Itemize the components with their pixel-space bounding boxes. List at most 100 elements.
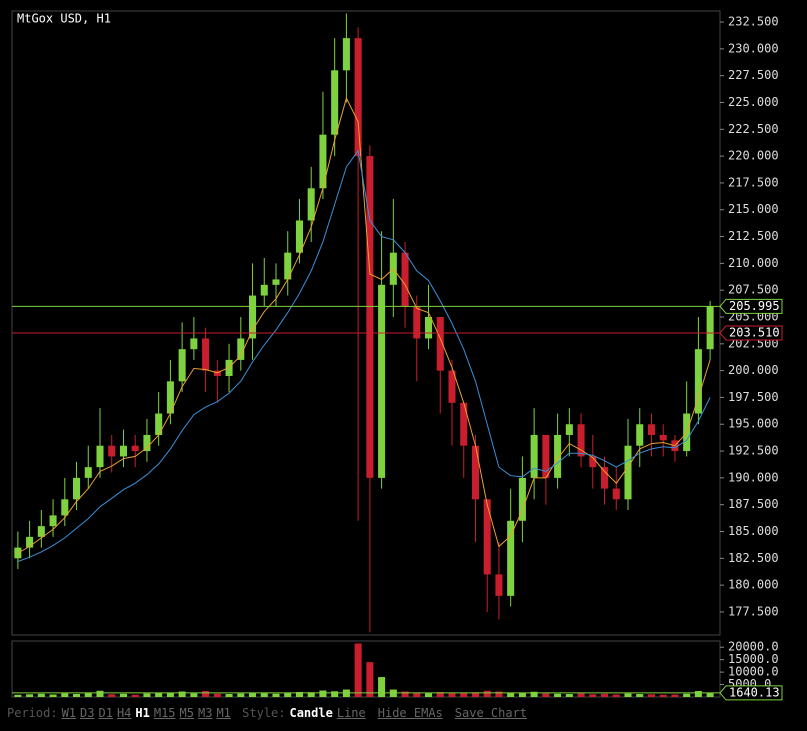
candle-body [272, 279, 280, 285]
nav-option[interactable]: W1 [61, 706, 77, 720]
candle-body [436, 316, 444, 371]
nav-option[interactable]: D3 [80, 706, 95, 720]
y-tick-label: 192.500 [728, 444, 779, 458]
volume-bar [495, 691, 503, 697]
nav-option[interactable]: Hide EMAs [377, 706, 443, 720]
candle-body [108, 445, 116, 457]
volume-bar [436, 692, 444, 697]
nav-option[interactable]: H1 [135, 706, 150, 720]
nav-option[interactable]: M3 [197, 706, 213, 720]
candle-body [143, 434, 151, 452]
ema-line [17, 96, 711, 554]
y-tick-label: 207.500 [728, 283, 779, 297]
candle-body [624, 445, 632, 500]
candle-body [84, 467, 92, 478]
candle-body [636, 424, 644, 446]
candle-body [694, 349, 702, 414]
volume-bar [683, 693, 691, 697]
volume-bar [49, 694, 57, 697]
candle-body [530, 434, 538, 478]
candle-body [612, 488, 620, 500]
nav-option[interactable]: Save Chart [454, 706, 528, 720]
candle-body [96, 445, 104, 468]
candle-body [73, 477, 81, 500]
candle-body [61, 499, 69, 516]
volume-bar [155, 693, 163, 697]
price-panel [11, 10, 721, 636]
nav-option[interactable]: Line [336, 706, 366, 720]
candle-body [237, 338, 245, 360]
nav-bar: Period: W1 D3 D1 H4 H1 M15 M5 M3 M1 Style: Candle L… [7, 706, 531, 720]
volume-bar [96, 690, 104, 697]
volume-bar [460, 693, 468, 697]
ema-line [17, 149, 711, 562]
candle-body [366, 156, 374, 478]
y-tick-label: 197.500 [728, 390, 779, 404]
y-tick-label: 210.000 [728, 256, 779, 270]
candle-body [166, 381, 174, 414]
nav-label: Period: [7, 706, 58, 720]
volume-bar [260, 693, 268, 697]
candle-body [589, 456, 597, 468]
nav-option[interactable]: M5 [179, 706, 194, 720]
y-tick-label: 185.000 [728, 524, 779, 538]
candle-body [342, 38, 350, 71]
candle-body [601, 467, 609, 489]
candle-body [413, 306, 421, 339]
volume-bar [659, 694, 667, 697]
volume-tick-label: 15000.0 [728, 652, 779, 666]
volume-bar [624, 693, 632, 697]
candle-body [119, 445, 127, 457]
nav-option[interactable]: D1 [98, 706, 113, 720]
volume-bar [84, 692, 92, 697]
volume-bar [471, 692, 479, 697]
candle-body [554, 434, 562, 478]
volume-bar [448, 692, 456, 697]
volume-bar [601, 693, 609, 697]
nav-option[interactable]: M15 [153, 706, 176, 720]
candle-body [319, 134, 327, 189]
price-label: 205.995 [729, 299, 780, 313]
volume-bar [636, 694, 644, 697]
candle-body [202, 338, 210, 371]
volume-bar [190, 693, 198, 697]
candle-body [495, 574, 503, 596]
volume-bar [119, 693, 127, 697]
volume-bar [131, 694, 139, 697]
candle-body [577, 424, 585, 457]
y-tick-label: 212.500 [728, 229, 779, 243]
price-box [719, 325, 783, 341]
price-label: 203.510 [729, 325, 780, 339]
volume-bar [518, 693, 526, 697]
volume-bar [354, 643, 362, 697]
volume-bar [73, 694, 81, 697]
candle-body [448, 370, 456, 403]
volume-tick-label: 10000.0 [728, 665, 779, 679]
volume-tick-label: 20000.0 [728, 640, 779, 654]
volume-bar [530, 691, 538, 697]
volume-bar [319, 690, 327, 697]
nav-label: Style: [242, 706, 286, 720]
candle-body [706, 306, 714, 350]
y-tick-label: 215.000 [728, 202, 779, 216]
volume-bar [213, 693, 221, 697]
candle-body [307, 188, 315, 221]
candle-body [49, 515, 57, 527]
candle-body [354, 38, 362, 157]
volume-bar [554, 693, 562, 697]
nav-option[interactable]: H4 [116, 706, 132, 720]
volume-bar [507, 692, 515, 697]
y-tick-label: 227.500 [728, 68, 779, 82]
candle-body [542, 434, 550, 478]
volume-bar [237, 693, 245, 697]
y-tick-label: 190.000 [728, 470, 779, 484]
candle-body [295, 220, 303, 253]
volume-bar [225, 694, 233, 697]
candle-body [249, 295, 257, 339]
candle-body [190, 338, 198, 350]
volume-bar [577, 693, 585, 697]
nav-option[interactable]: M1 [216, 706, 231, 720]
nav-option[interactable]: Candle [289, 706, 333, 720]
volume-bar [14, 694, 22, 697]
